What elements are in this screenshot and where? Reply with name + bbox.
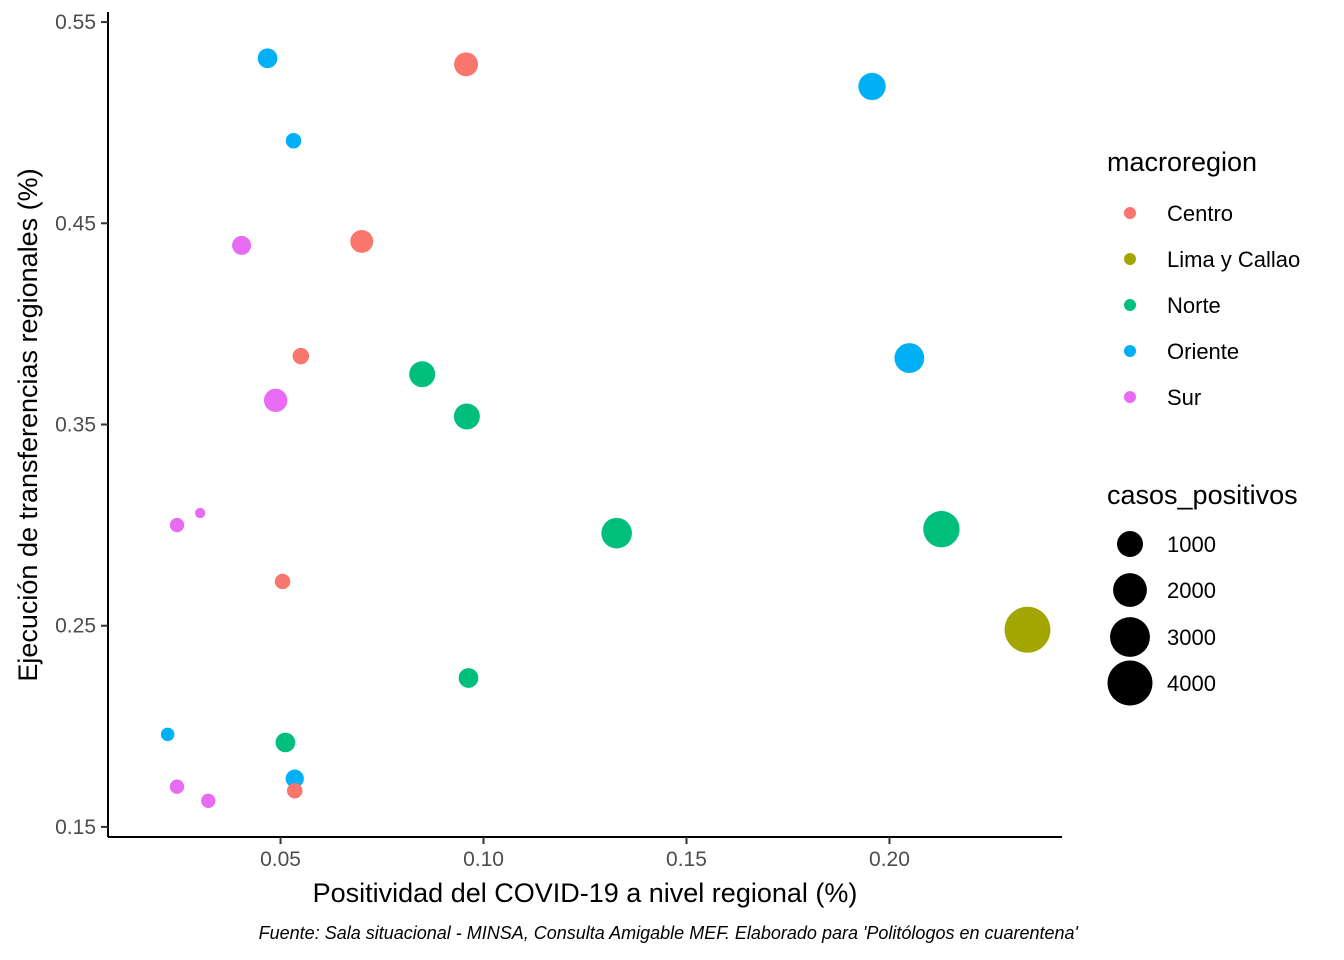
x-axis-ticks: 0.05 0.10 0.15 0.20 bbox=[260, 837, 910, 871]
data-point-oriente bbox=[285, 133, 302, 149]
data-point-oriente bbox=[257, 48, 278, 69]
legend-key-sur bbox=[1124, 391, 1136, 403]
color-legend-title: macroregion bbox=[1107, 147, 1257, 177]
data-point-oriente bbox=[894, 343, 925, 374]
data-point-sur bbox=[195, 507, 206, 519]
y-axis-ticks: 0.15 0.25 0.35 0.45 0.55 bbox=[55, 11, 108, 839]
y-tick-label: 0.15 bbox=[55, 816, 96, 839]
legend-label: Lima y Callao bbox=[1167, 247, 1300, 272]
x-tick-label: 0.10 bbox=[463, 848, 504, 871]
legend-key-norte bbox=[1124, 299, 1136, 311]
y-tick-label: 0.55 bbox=[55, 11, 96, 34]
size-legend-key bbox=[1117, 531, 1143, 557]
data-point-lima-y-callao bbox=[1004, 606, 1051, 653]
legend-label: Norte bbox=[1167, 293, 1221, 318]
size-legend-label: 4000 bbox=[1167, 671, 1216, 696]
data-point-oriente bbox=[160, 727, 175, 742]
size-legend-title: casos_positivos bbox=[1107, 480, 1298, 510]
y-axis-title: Ejecución de transferencias regionales (… bbox=[13, 168, 43, 681]
y-tick-label: 0.25 bbox=[55, 615, 96, 638]
size-legend-label: 1000 bbox=[1167, 532, 1216, 557]
size-legend: casos_positivos 1000 2000 3000 4000 bbox=[1107, 480, 1298, 706]
legend-key-oriente bbox=[1124, 345, 1136, 357]
data-point-norte bbox=[453, 403, 480, 430]
legend-label: Sur bbox=[1167, 385, 1201, 410]
legend-key-centro bbox=[1124, 207, 1136, 219]
data-point-norte bbox=[409, 361, 436, 388]
data-point-norte bbox=[601, 517, 632, 549]
chart-caption: Fuente: Sala situacional - MINSA, Consul… bbox=[259, 923, 1079, 943]
data-point-sur bbox=[263, 388, 288, 413]
data-point-norte bbox=[923, 510, 960, 548]
points-layer bbox=[160, 48, 1051, 808]
legend-label: Oriente bbox=[1167, 339, 1239, 364]
size-legend-key bbox=[1113, 573, 1147, 607]
data-point-centro bbox=[274, 573, 291, 590]
x-axis-title: Positividad del COVID-19 a nivel regiona… bbox=[313, 878, 858, 908]
x-tick-label: 0.15 bbox=[666, 848, 707, 871]
legend-key-lima-y-callao bbox=[1124, 253, 1136, 265]
data-point-norte bbox=[458, 668, 479, 688]
data-point-oriente bbox=[285, 769, 304, 788]
data-point-centro bbox=[292, 347, 310, 365]
data-point-sur bbox=[169, 779, 185, 794]
color-legend: macroregion Centro Lima y Callao Norte Orie… bbox=[1107, 147, 1300, 410]
x-tick-label: 0.20 bbox=[869, 848, 910, 871]
legend-label: Centro bbox=[1167, 201, 1233, 226]
y-tick-label: 0.45 bbox=[55, 212, 96, 235]
data-point-sur bbox=[232, 235, 252, 255]
data-point-centro bbox=[454, 52, 479, 77]
size-legend-key bbox=[1107, 660, 1153, 706]
size-legend-label: 2000 bbox=[1167, 578, 1216, 603]
data-point-sur bbox=[169, 517, 185, 533]
data-point-sur bbox=[201, 793, 216, 808]
data-point-norte bbox=[275, 732, 296, 753]
x-tick-label: 0.05 bbox=[260, 848, 301, 871]
y-tick-label: 0.35 bbox=[55, 414, 96, 437]
data-point-centro bbox=[350, 229, 374, 253]
size-legend-label: 3000 bbox=[1167, 625, 1216, 650]
data-point-oriente bbox=[858, 72, 886, 101]
size-legend-key bbox=[1110, 617, 1150, 657]
data-point-centro bbox=[286, 782, 303, 799]
